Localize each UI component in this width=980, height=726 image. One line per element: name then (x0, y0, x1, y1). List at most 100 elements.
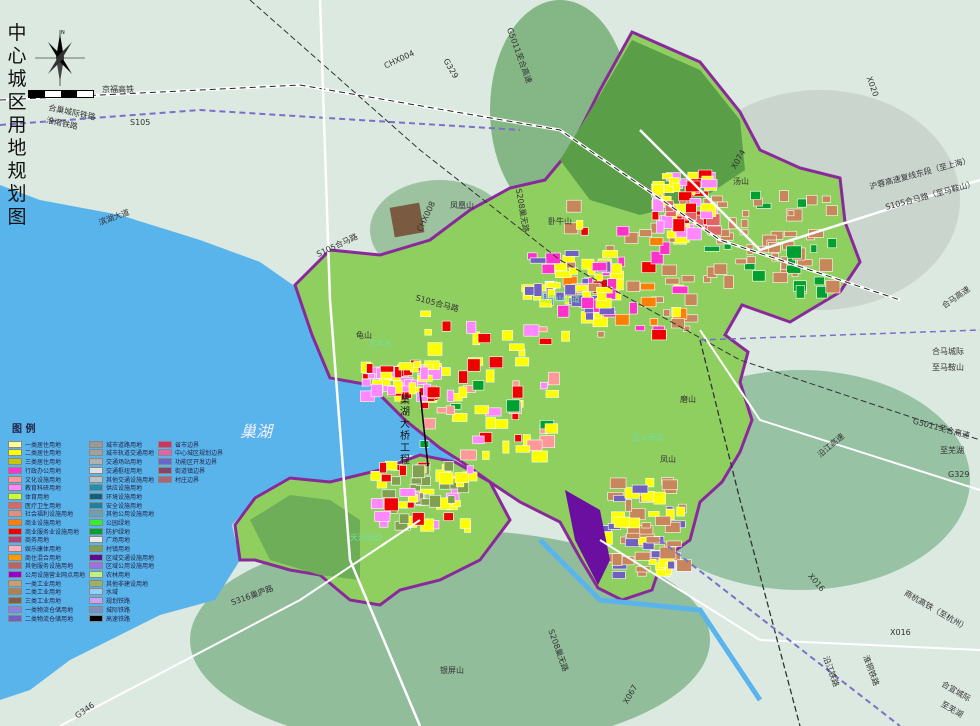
land-parcel (539, 338, 553, 345)
land-parcel (597, 292, 607, 301)
label-bridge: 巢湖大桥工程 (400, 395, 410, 466)
legend-label: 公用设施营业网点用地 (25, 572, 86, 580)
land-parcel (700, 210, 713, 220)
legend-label: 城市轨道交通用地 (106, 450, 155, 458)
legend-item: 一类工业用地 (8, 579, 85, 588)
legend-swatch (8, 518, 22, 526)
land-parcel (398, 513, 410, 524)
land-parcel (661, 479, 678, 491)
legend-item: 中心城区规划边界 (158, 449, 223, 457)
land-parcel (684, 293, 698, 306)
legend-swatch (89, 510, 104, 518)
land-parcel (580, 227, 589, 236)
legend-item: 村镇用地 (89, 545, 154, 553)
legend-swatch (8, 510, 22, 518)
legend-item: 一类物流仓储用地 (8, 605, 85, 614)
legend-label: 二类物流仓储用地 (25, 615, 74, 623)
land-parcel (441, 367, 451, 376)
legend-label: 城市道路用地 (106, 441, 143, 449)
land-parcel (413, 360, 422, 368)
land-parcel (419, 488, 435, 495)
land-parcel (641, 261, 657, 273)
land-parcel (574, 284, 589, 292)
legend-swatch (158, 466, 173, 474)
legend-column: 省市边界 中心城区规划边界 功能区开发边界 街道镇边界 村庄边界 (158, 440, 223, 621)
land-parcel (666, 230, 676, 239)
land-parcel (649, 237, 664, 246)
land-parcel (539, 299, 553, 308)
legend-swatch (8, 588, 22, 596)
legend-item: 高速铁路 (89, 614, 154, 623)
land-parcel (533, 283, 543, 297)
land-parcel (427, 342, 443, 356)
land-parcel (581, 297, 594, 309)
land-parcel (672, 307, 681, 318)
legend-swatch (8, 562, 22, 570)
legend-swatch (89, 562, 104, 570)
south-forest (250, 495, 360, 580)
land-parcel (797, 198, 807, 208)
legend-item: 商务用地 (8, 536, 85, 544)
legend-columns: 一类居住用地 二类居住用地 三类居住用地 行政办公用地 文化设施用地 教育科研用地 体育用地… (8, 440, 223, 623)
legend-swatch (89, 492, 104, 500)
legend-swatch (89, 501, 104, 509)
land-parcel (663, 309, 671, 317)
land-parcel (410, 477, 422, 485)
legend-label: 功能区开发边界 (175, 459, 218, 467)
legend-item: 区域交通设施用地 (89, 553, 154, 562)
bridge-line (419, 391, 429, 467)
legend-label: 行政办公用地 (25, 467, 62, 475)
legend-item: 安全设施用地 (89, 501, 154, 510)
land-parcel (629, 302, 638, 315)
legend-label: 商业设施用地 (25, 519, 62, 527)
label-to-maanshan: 至马鞍山 (932, 363, 964, 372)
legend-swatch (89, 614, 104, 622)
legend-swatch (89, 579, 104, 587)
land-parcel (641, 522, 652, 529)
map-title: 中心城区用地规划图 (7, 22, 27, 228)
land-parcel (825, 205, 838, 216)
land-parcel (701, 179, 718, 189)
legend-swatch (8, 466, 22, 474)
land-parcel (825, 280, 841, 294)
legend-swatch (89, 571, 104, 579)
legend-item: 街道镇边界 (158, 466, 223, 475)
land-parcel (424, 329, 432, 336)
land-parcel (488, 356, 504, 369)
legend-label: 商业服务业设施用地 (25, 528, 80, 536)
land-parcel (648, 511, 660, 517)
land-parcel (466, 465, 474, 475)
legend-item: 商业设施用地 (8, 518, 85, 527)
legend-label: 一类居住用地 (25, 441, 62, 449)
brown-parcel (389, 202, 425, 238)
land-parcel (611, 571, 626, 579)
legend-title: 图 例 (12, 424, 36, 435)
land-parcel (501, 330, 514, 341)
legend-item: 一类居住用地 (8, 440, 85, 449)
land-parcel (653, 491, 666, 505)
land-parcel (379, 462, 387, 474)
land-parcel (750, 190, 761, 200)
legend-swatch (89, 536, 104, 544)
legend-item: 二类工业用地 (8, 588, 85, 596)
legend-label: 安全设施用地 (106, 502, 143, 510)
land-parcel (651, 329, 667, 341)
land-parcel (676, 506, 685, 517)
legend-swatch (8, 475, 22, 483)
legend-item: 三类居住用地 (8, 458, 85, 466)
land-parcel (420, 366, 429, 380)
legend-swatch (8, 605, 22, 613)
legend-label: 区域公用设施用地 (106, 563, 155, 571)
land-parcel (540, 381, 548, 390)
land-parcel (613, 516, 630, 528)
label-guishan: 龟山 (356, 331, 372, 340)
land-parcel (656, 220, 665, 234)
regional-transport-parcel (565, 490, 610, 585)
legend-item: 区域公用设施用地 (89, 562, 155, 571)
land-parcel (361, 378, 371, 387)
legend-label: 娱乐康体用地 (25, 546, 62, 553)
land-parcel (676, 559, 692, 572)
land-parcel (723, 275, 734, 289)
land-parcel (443, 460, 454, 472)
land-parcel (687, 171, 699, 180)
